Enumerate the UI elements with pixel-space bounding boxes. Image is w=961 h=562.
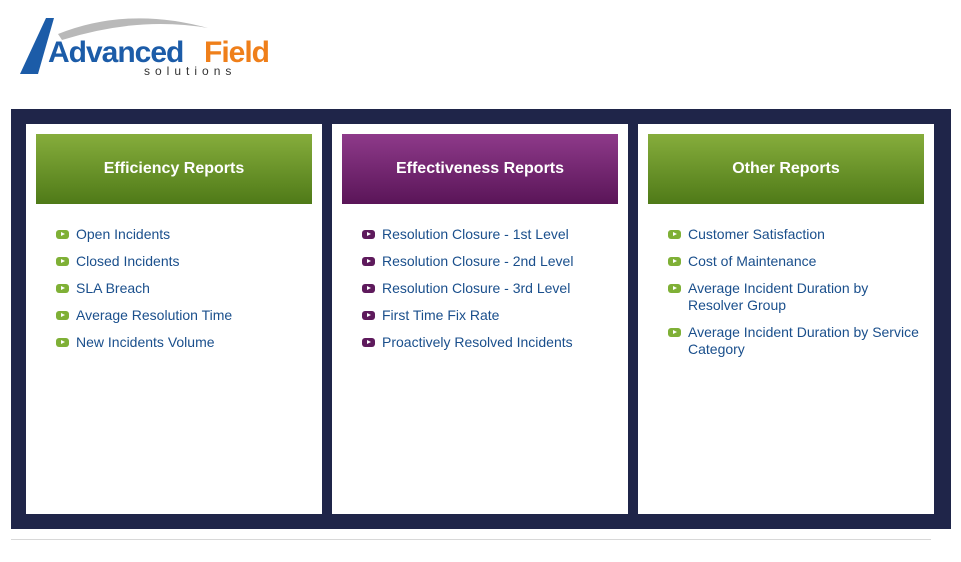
logo-text-advanced: Advanced bbox=[48, 36, 184, 69]
arrow-bullet-icon bbox=[56, 230, 69, 239]
arrow-bullet-icon bbox=[668, 284, 681, 293]
arrow-bullet-icon bbox=[56, 284, 69, 293]
other-reports-panel: Other Reports Customer Satisfaction Cost… bbox=[638, 124, 934, 514]
report-link-label[interactable]: Average Incident Duration by Resolver Gr… bbox=[688, 280, 869, 313]
panel-header-effectiveness: Effectiveness Reports bbox=[342, 134, 618, 204]
arrow-bullet-icon bbox=[56, 311, 69, 320]
arrow-bullet-icon bbox=[362, 338, 375, 347]
report-link-label[interactable]: Average Incident Duration by Service Cat… bbox=[688, 324, 919, 357]
logo-swoosh-icon bbox=[20, 18, 208, 74]
footer-divider bbox=[11, 539, 931, 540]
report-link-closed-incidents[interactable]: Closed Incidents bbox=[56, 253, 314, 270]
report-link-label[interactable]: Resolution Closure - 2nd Level bbox=[382, 253, 574, 269]
company-logo: Advanced Field solutions bbox=[18, 14, 298, 84]
report-link-label[interactable]: Resolution Closure - 1st Level bbox=[382, 226, 569, 242]
report-link-label[interactable]: Average Resolution Time bbox=[76, 307, 233, 323]
report-link-sla-breach[interactable]: SLA Breach bbox=[56, 280, 314, 297]
logo-tagline: solutions bbox=[144, 64, 237, 78]
report-link-duration-service-category[interactable]: Average Incident Duration by Service Cat… bbox=[668, 324, 926, 358]
arrow-bullet-icon bbox=[668, 328, 681, 337]
report-link-label[interactable]: New Incidents Volume bbox=[76, 334, 215, 350]
arrow-bullet-icon bbox=[668, 257, 681, 266]
logo-text-field: Field bbox=[204, 36, 270, 69]
report-link-cost-of-maintenance[interactable]: Cost of Maintenance bbox=[668, 253, 926, 270]
report-link-open-incidents[interactable]: Open Incidents bbox=[56, 226, 314, 243]
arrow-bullet-icon bbox=[56, 257, 69, 266]
report-link-customer-satisfaction[interactable]: Customer Satisfaction bbox=[668, 226, 926, 243]
report-link-label[interactable]: Cost of Maintenance bbox=[688, 253, 817, 269]
panel-header-efficiency: Efficiency Reports bbox=[36, 134, 312, 204]
report-link-duration-resolver-group[interactable]: Average Incident Duration by Resolver Gr… bbox=[668, 280, 926, 314]
effectiveness-reports-panel: Effectiveness Reports Resolution Closure… bbox=[332, 124, 628, 514]
arrow-bullet-icon bbox=[362, 311, 375, 320]
report-link-resolution-closure-1st[interactable]: Resolution Closure - 1st Level bbox=[362, 226, 620, 243]
report-link-new-incidents-volume[interactable]: New Incidents Volume bbox=[56, 334, 314, 351]
report-link-label[interactable]: Closed Incidents bbox=[76, 253, 180, 269]
efficiency-reports-panel: Efficiency Reports Open Incidents Closed… bbox=[26, 124, 322, 514]
report-list-effectiveness: Resolution Closure - 1st Level Resolutio… bbox=[362, 226, 620, 361]
arrow-bullet-icon bbox=[362, 284, 375, 293]
report-link-label[interactable]: First Time Fix Rate bbox=[382, 307, 500, 323]
arrow-bullet-icon bbox=[362, 257, 375, 266]
panel-header-other: Other Reports bbox=[648, 134, 924, 204]
arrow-bullet-icon bbox=[362, 230, 375, 239]
report-link-first-time-fix-rate[interactable]: First Time Fix Rate bbox=[362, 307, 620, 324]
report-link-label[interactable]: SLA Breach bbox=[76, 280, 150, 296]
report-link-label[interactable]: Customer Satisfaction bbox=[688, 226, 825, 242]
arrow-bullet-icon bbox=[56, 338, 69, 347]
reports-frame: Efficiency Reports Open Incidents Closed… bbox=[11, 109, 951, 529]
report-link-resolution-closure-2nd[interactable]: Resolution Closure - 2nd Level bbox=[362, 253, 620, 270]
report-link-proactively-resolved[interactable]: Proactively Resolved Incidents bbox=[362, 334, 620, 351]
report-link-label[interactable]: Open Incidents bbox=[76, 226, 171, 242]
report-link-resolution-closure-3rd[interactable]: Resolution Closure - 3rd Level bbox=[362, 280, 620, 297]
arrow-bullet-icon bbox=[668, 230, 681, 239]
report-link-label[interactable]: Proactively Resolved Incidents bbox=[382, 334, 573, 350]
report-list-efficiency: Open Incidents Closed Incidents SLA Brea… bbox=[56, 226, 314, 361]
report-link-average-resolution-time[interactable]: Average Resolution Time bbox=[56, 307, 314, 324]
report-link-label[interactable]: Resolution Closure - 3rd Level bbox=[382, 280, 571, 296]
report-list-other: Customer Satisfaction Cost of Maintenanc… bbox=[668, 226, 926, 368]
